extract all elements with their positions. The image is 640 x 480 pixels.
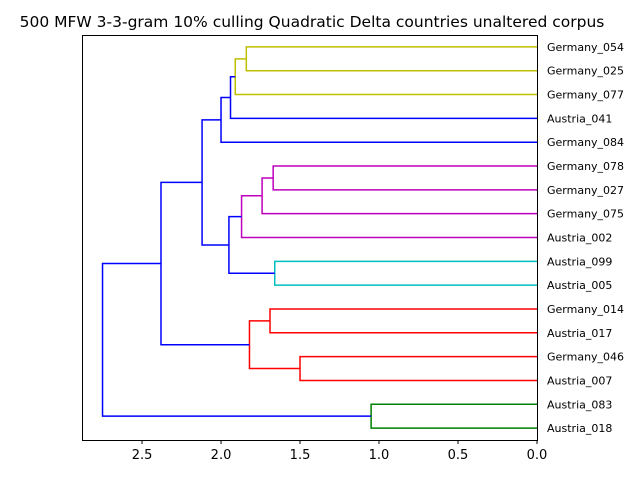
x-tick-label: 1.5 <box>290 448 311 463</box>
x-tick-label: 0.5 <box>448 448 469 463</box>
dendrogram-links <box>101 46 537 429</box>
leaf-label-austria-002: Austria_002 <box>547 232 612 245</box>
dendrogram-link-n16 <box>101 262 372 417</box>
leaf-label-germany-075: Germany_075 <box>547 208 624 221</box>
dendrogram-link-n1 <box>245 46 537 72</box>
leaf-label-austria-005: Austria_005 <box>547 279 612 292</box>
leaf-label-austria-099: Austria_099 <box>547 255 612 268</box>
dendrogram-link-n4 <box>220 96 537 143</box>
dendrogram-link-n5 <box>272 165 537 191</box>
x-tick-label: 1.0 <box>369 448 390 463</box>
leaf-label-austria-018: Austria_018 <box>547 422 612 435</box>
leaf-label-germany-054: Germany_054 <box>547 41 624 54</box>
leaf-label-austria-017: Austria_017 <box>547 327 612 340</box>
leaf-label-germany-046: Germany_046 <box>547 351 624 364</box>
leaf-label-germany-077: Germany_077 <box>547 89 624 102</box>
leaf-label-germany-078: Germany_078 <box>547 160 624 173</box>
leaf-label-germany-025: Germany_025 <box>547 65 624 78</box>
dendrogram-link-n14 <box>160 181 250 346</box>
leaf-label-germany-027: Germany_027 <box>547 184 624 197</box>
dendrogram-link-n7 <box>240 195 537 239</box>
dendrogram-link-n2 <box>234 58 537 96</box>
dendrogram-link-n10 <box>201 119 229 246</box>
dendrogram-link-n9 <box>228 215 275 274</box>
x-axis: 2.5 2.0 1.5 1.0 0.5 0.0 <box>132 440 548 463</box>
dendrogram-link-n12 <box>299 355 537 382</box>
dendrogram-link-n11 <box>269 308 537 334</box>
leaf-label-germany-014: Germany_014 <box>547 303 624 316</box>
plot-frame <box>82 35 538 441</box>
leaf-label-germany-084: Germany_084 <box>547 136 624 149</box>
x-tick-label: 0.0 <box>527 448 548 463</box>
dendrogram-link-n6 <box>261 177 537 215</box>
dendrogram-link-n3 <box>229 75 537 120</box>
dendrogram-link-n15 <box>370 403 537 429</box>
leaf-label-austria-041: Austria_041 <box>547 112 612 125</box>
chart-title: 500 MFW 3-3-gram 10% culling Quadratic D… <box>20 13 605 31</box>
x-tick-label: 2.5 <box>132 448 153 463</box>
leaf-labels: Germany_054 Germany_025 Germany_077 Austria… <box>547 41 624 435</box>
leaf-label-austria-007: Austria_007 <box>547 374 612 387</box>
x-tick-label: 2.0 <box>211 448 232 463</box>
leaf-label-austria-083: Austria_083 <box>547 398 612 411</box>
dendrogram-link-n13 <box>248 320 301 370</box>
dendrogram-link-n8 <box>273 260 537 286</box>
